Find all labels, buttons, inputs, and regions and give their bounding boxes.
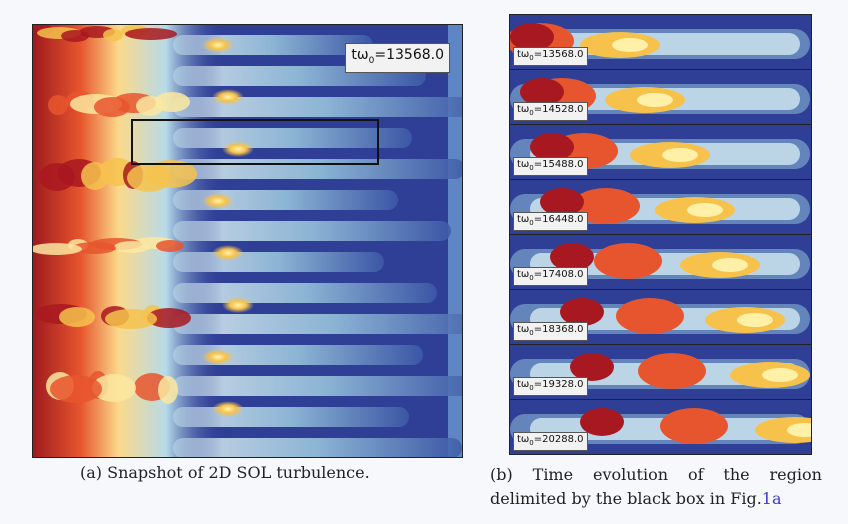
frame-time-label: tω0=13568.0 xyxy=(513,47,588,66)
time-frame: tω0=13568.0 xyxy=(509,14,812,69)
time-frame: tω0=15488.0 xyxy=(509,124,812,179)
caption-b-text: delimited by the black box in Fig. xyxy=(490,489,762,508)
caption-a: (a) Snapshot of 2D SOL turbulence. xyxy=(80,463,370,482)
frame-time-label: tω0=19328.0 xyxy=(513,377,588,396)
frame-time-label: tω0=20288.0 xyxy=(513,432,588,451)
time-frame: tω0=17408.0 xyxy=(509,234,812,289)
time-frame: tω0=18368.0 xyxy=(509,289,812,344)
frame-field-image xyxy=(510,400,811,454)
frame-field-image xyxy=(510,235,811,289)
frame-time-label: tω0=16448.0 xyxy=(513,212,588,231)
time-frame: tω0=16448.0 xyxy=(509,179,812,234)
frame-time-label: tω0=17408.0 xyxy=(513,267,588,286)
caption-b-word: evolution xyxy=(592,465,669,484)
turbulence-field-image xyxy=(33,25,462,457)
frame-time-label: tω0=14528.0 xyxy=(513,102,588,121)
caption-b-word: region xyxy=(769,465,822,484)
selection-box xyxy=(131,119,379,165)
caption-b-word: of xyxy=(687,465,704,484)
caption-b-word: Time xyxy=(532,465,574,484)
time-frame: tω0=14528.0 xyxy=(509,69,812,124)
frame-field-image xyxy=(510,180,811,234)
caption-b: (b) Time evolution of the region delimit… xyxy=(490,463,822,511)
caption-b-label: (b) xyxy=(490,465,513,484)
caption-b-word: the xyxy=(723,465,750,484)
frame-time-label: tω0=18368.0 xyxy=(513,322,588,341)
frame-time-label: tω0=15488.0 xyxy=(513,157,588,176)
time-frame: tω0=19328.0 xyxy=(509,344,812,399)
turbulence-snapshot-panel: tω0=13568.0 xyxy=(32,24,463,458)
time-frame: tω0=20288.0 xyxy=(509,399,812,455)
time-stamp-label: tω0=13568.0 xyxy=(345,43,450,73)
figure-reference-link[interactable]: 1a xyxy=(761,489,782,508)
time-evolution-panel: tω0=13568.0 tω0=14528.0 tω0=15488.0 tω0=164… xyxy=(509,14,812,455)
